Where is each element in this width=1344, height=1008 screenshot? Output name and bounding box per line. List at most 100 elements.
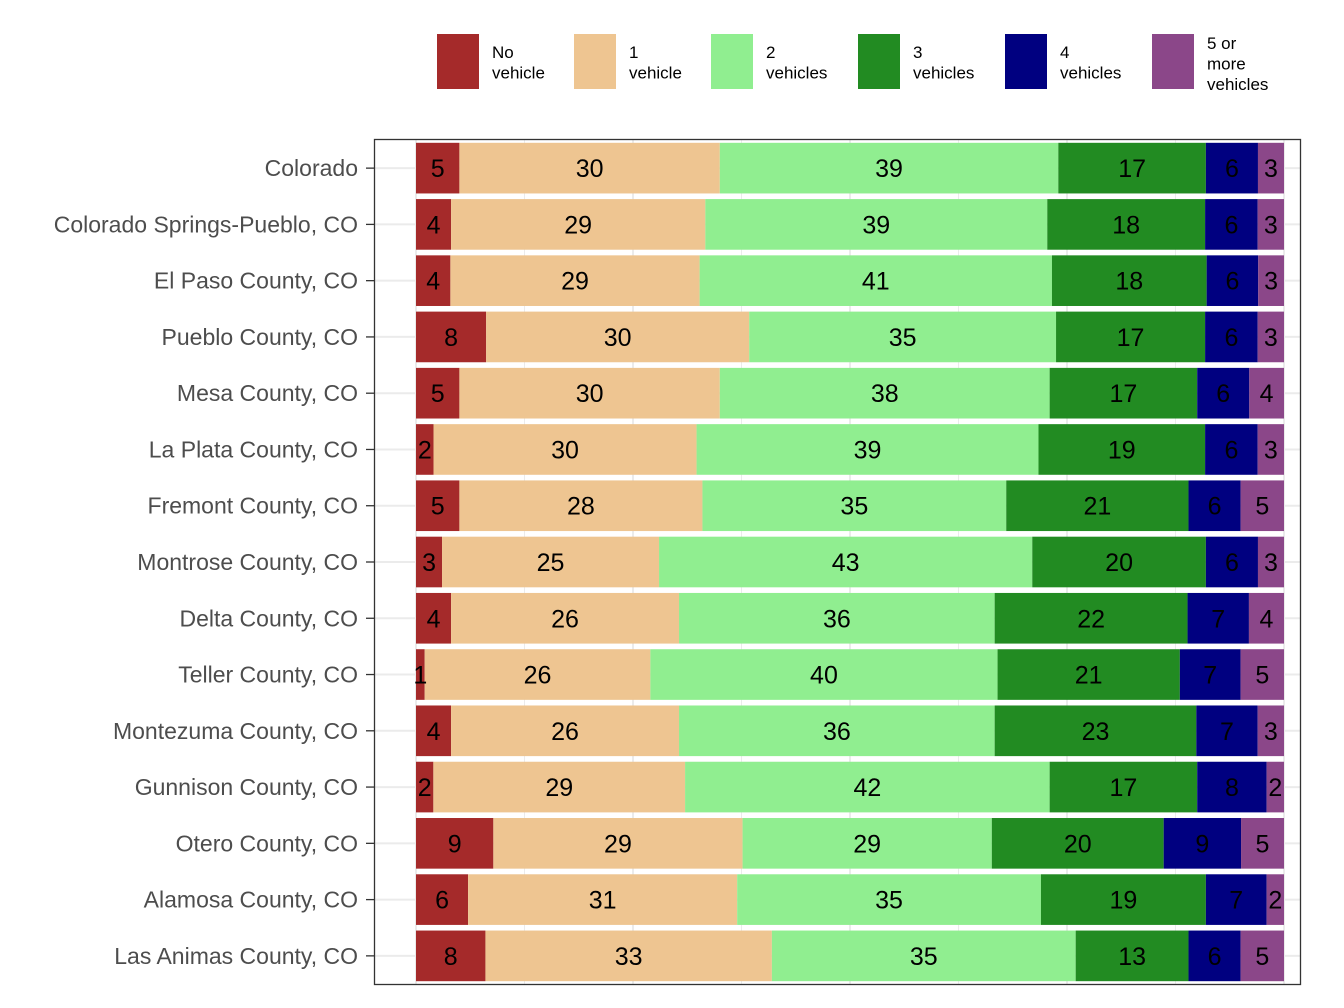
value-label: 30 (551, 436, 579, 464)
bar-segment-no-vehicle (416, 874, 469, 925)
value-label: 35 (840, 493, 868, 521)
bar-segment-5-or-more-vehicles (1257, 705, 1284, 757)
value-label: 2 (418, 774, 432, 802)
value-label: 23 (1082, 718, 1110, 746)
value-label: 19 (1110, 887, 1138, 915)
value-label: 39 (875, 155, 903, 183)
legend-swatch-1-vehicle (574, 34, 616, 89)
value-label: 7 (1203, 662, 1217, 690)
y-axis-label: Teller County, CO (178, 662, 358, 688)
value-label: 13 (1118, 943, 1146, 971)
bar-segment-4-vehicles (1163, 818, 1242, 869)
bar-segment-3-vehicles (1038, 424, 1206, 475)
legend: No vehicle 1 vehicle 2 vehicles 3 vehicles 4 vehi… (437, 34, 1268, 94)
value-label: 5 (1255, 493, 1269, 521)
legend-label: vehicles (1207, 75, 1268, 94)
bar-segment-2-vehicles (749, 311, 1057, 363)
bar-segment-2-vehicles (719, 367, 1050, 419)
bar-segment-4-vehicles (1205, 536, 1258, 588)
bar-segment-2-vehicles (737, 874, 1041, 925)
bar-segment-1-vehicle (451, 199, 706, 250)
y-axis-label: La Plata County, CO (149, 436, 358, 462)
y-axis-label: Mesa County, CO (177, 380, 358, 406)
bar-segment-5-or-more-vehicles (1257, 311, 1284, 363)
legend-label: 2 (766, 43, 775, 62)
legend-label: vehicle (629, 64, 682, 83)
bar-segment-1-vehicle (442, 536, 660, 588)
value-label: 3 (1264, 268, 1278, 296)
bar-segment-no-vehicle (416, 311, 487, 363)
value-label: 41 (862, 268, 890, 296)
bar-segment-4-vehicles (1188, 480, 1241, 532)
bar-segment-2-vehicles (705, 199, 1048, 250)
bar-segment-no-vehicle (416, 536, 443, 588)
bar-segment-2-vehicles (696, 424, 1039, 475)
value-label: 42 (853, 774, 881, 802)
value-label: 43 (832, 549, 860, 577)
value-label: 28 (567, 493, 595, 521)
value-label: 6 (435, 887, 449, 915)
y-axis-label: Montrose County, CO (137, 549, 358, 575)
bar-segment-2-vehicles (702, 480, 1007, 532)
bar-segment-4-vehicles (1205, 311, 1258, 363)
bar-segment-2-vehicles (659, 536, 1033, 588)
bar-segment-5-or-more-vehicles (1248, 592, 1284, 644)
bar-segment-3-vehicles (1049, 367, 1198, 419)
bar-segment-5-or-more-vehicles (1240, 930, 1284, 982)
bar-segment-5-or-more-vehicles (1258, 255, 1284, 306)
bar-segment-no-vehicle (416, 480, 460, 532)
bar-segment-1-vehicle (493, 818, 743, 869)
value-label: 20 (1064, 830, 1092, 858)
value-label: 3 (1264, 718, 1278, 746)
value-label: 3 (1264, 436, 1278, 464)
bar-segment-3-vehicles (994, 592, 1188, 644)
value-label: 4 (427, 605, 441, 633)
value-label: 6 (1225, 268, 1239, 296)
legend-label: 5 or (1207, 34, 1237, 53)
bars (416, 142, 1284, 982)
value-label: 29 (604, 830, 632, 858)
y-axis-label: Fremont County, CO (148, 493, 358, 519)
bar-segment-5-or-more-vehicles (1249, 367, 1284, 419)
bar-segment-3-vehicles (991, 818, 1164, 869)
bar-segment-3-vehicles (1056, 311, 1206, 363)
bar-segment-5-or-more-vehicles (1257, 199, 1284, 250)
value-label: 29 (853, 830, 881, 858)
bar-segment-3-vehicles (1040, 874, 1206, 925)
bar-segment-3-vehicles (1032, 536, 1206, 588)
legend-label: 3 (913, 43, 922, 62)
value-label: 40 (810, 662, 838, 690)
legend-label: 4 (1060, 43, 1069, 62)
value-label: 8 (444, 943, 458, 971)
bar-segment-4-vehicles (1205, 874, 1267, 925)
value-label: 6 (1208, 493, 1222, 521)
value-label: 35 (875, 887, 903, 915)
bar-segment-no-vehicle (416, 367, 460, 419)
bar-segment-1-vehicle (459, 142, 720, 194)
bar-segment-5-or-more-vehicles (1240, 649, 1284, 700)
bar-segment-4-vehicles (1179, 649, 1241, 700)
value-label: 30 (576, 380, 604, 408)
bar-segment-2-vehicles (771, 930, 1076, 982)
value-label: 29 (545, 774, 573, 802)
bar-segment-1-vehicle (459, 480, 703, 532)
y-axis: Colorado Colorado Springs-Pueblo, CO El Pa… (54, 155, 374, 969)
bar-segment-1-vehicle (433, 761, 686, 813)
bar-segment-1-vehicle (424, 649, 651, 700)
value-label: 6 (1208, 943, 1222, 971)
value-label: 30 (576, 155, 604, 183)
bar-segment-no-vehicle (416, 255, 451, 306)
bar-segment-2-vehicles (685, 761, 1050, 813)
value-label: 4 (1260, 380, 1274, 408)
value-label: 30 (604, 324, 632, 352)
value-label: 35 (889, 324, 917, 352)
y-axis-label: Las Animas County, CO (114, 943, 358, 969)
value-label: 7 (1229, 887, 1243, 915)
legend-label: vehicles (1060, 64, 1121, 83)
legend-label: 1 (629, 43, 638, 62)
bar-segment-1-vehicle (451, 592, 680, 644)
legend-label: vehicle (492, 64, 545, 83)
value-label: 29 (561, 268, 589, 296)
legend-label: more (1207, 55, 1246, 74)
